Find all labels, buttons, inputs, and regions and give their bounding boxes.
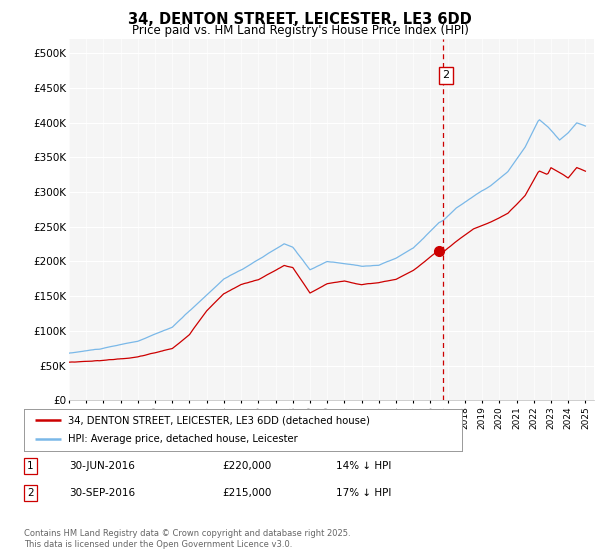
Text: Contains HM Land Registry data © Crown copyright and database right 2025.
This d: Contains HM Land Registry data © Crown c… [24, 529, 350, 549]
Text: HPI: Average price, detached house, Leicester: HPI: Average price, detached house, Leic… [68, 435, 298, 445]
Text: 17% ↓ HPI: 17% ↓ HPI [336, 488, 391, 498]
Text: 2: 2 [442, 71, 449, 80]
Text: 34, DENTON STREET, LEICESTER, LE3 6DD (detached house): 34, DENTON STREET, LEICESTER, LE3 6DD (d… [68, 415, 370, 425]
Text: 30-JUN-2016: 30-JUN-2016 [69, 461, 135, 471]
Text: 34, DENTON STREET, LEICESTER, LE3 6DD: 34, DENTON STREET, LEICESTER, LE3 6DD [128, 12, 472, 27]
Text: 30-SEP-2016: 30-SEP-2016 [69, 488, 135, 498]
Text: 2: 2 [27, 488, 34, 498]
Text: £220,000: £220,000 [222, 461, 271, 471]
Text: 1: 1 [27, 461, 34, 471]
Text: Price paid vs. HM Land Registry's House Price Index (HPI): Price paid vs. HM Land Registry's House … [131, 24, 469, 36]
Text: £215,000: £215,000 [222, 488, 271, 498]
Text: 14% ↓ HPI: 14% ↓ HPI [336, 461, 391, 471]
